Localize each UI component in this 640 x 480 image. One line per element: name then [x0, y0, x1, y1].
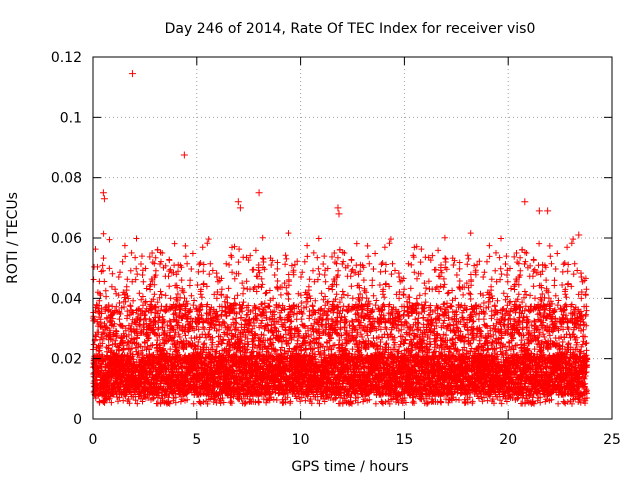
roti-outlier-point: [100, 195, 108, 203]
x-axis-label: GPS time / hours: [291, 459, 408, 475]
roti-outlier-point: [335, 210, 343, 218]
y-tick-label: 0.04: [51, 291, 82, 307]
roti-outlier-point: [128, 70, 136, 78]
y-tick-label: 0.02: [51, 352, 82, 368]
y-tick-label: 0.1: [60, 110, 82, 126]
roti-outlier-point: [236, 204, 244, 212]
roti-outlier-point: [99, 189, 107, 197]
y-tick-label: 0.12: [51, 50, 82, 66]
y-axis-label: ROTI / TECUs: [5, 192, 21, 284]
x-tick-label: 5: [192, 432, 201, 448]
y-tick-label: 0.08: [51, 171, 82, 187]
chart-title: Day 246 of 2014, Rate Of TEC Index for r…: [165, 21, 536, 37]
roti-outlier-point: [255, 189, 263, 197]
roti-outlier-point: [180, 151, 188, 159]
roti-outlier-point: [575, 231, 583, 239]
tick-layer: 0 5 10 15 20 25 0 0.02 0.04 0.06 0.08 0.1 0.12: [51, 50, 621, 448]
roti-outlier-point: [521, 198, 529, 206]
x-tick-label: 25: [603, 432, 621, 448]
x-tick-label: 10: [292, 432, 310, 448]
y-tick-label: 0: [73, 412, 82, 428]
x-tick-label: 0: [89, 432, 98, 448]
x-tick-label: 20: [499, 432, 517, 448]
roti-outlier-point: [544, 207, 552, 215]
y-tick-label: 0.06: [51, 231, 82, 247]
x-tick-label: 15: [395, 432, 413, 448]
grid-layer: [93, 57, 612, 419]
roti-outlier-point: [234, 198, 242, 206]
roti-outlier-point: [535, 207, 543, 215]
roti-outlier-point: [334, 204, 342, 212]
